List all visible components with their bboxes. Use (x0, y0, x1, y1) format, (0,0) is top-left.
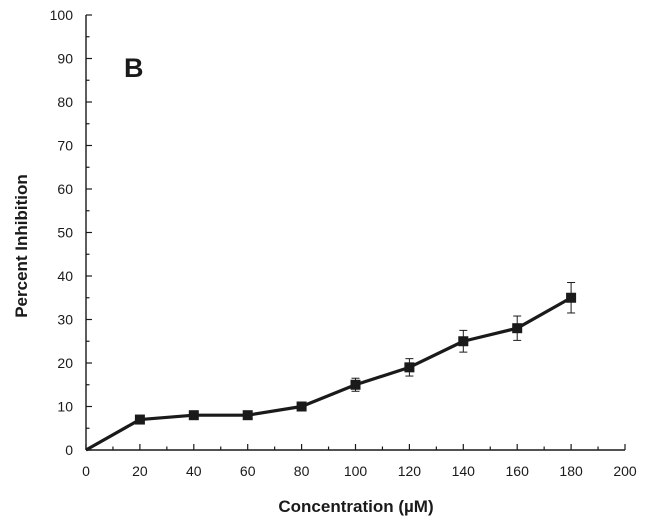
y-tick-label: 0 (65, 442, 73, 458)
x-axis-title: Concentration (µM) (278, 497, 433, 516)
x-tick-label: 0 (82, 463, 90, 479)
data-point (512, 323, 523, 334)
data-point (188, 410, 199, 421)
x-tick-label: 40 (186, 463, 202, 479)
panel-label: B (124, 53, 144, 83)
x-tick-label: 200 (613, 463, 637, 479)
y-tick-label: 20 (57, 355, 73, 371)
x-tick-label: 80 (294, 463, 310, 479)
data-point (350, 379, 361, 390)
x-tick-label: 100 (344, 463, 368, 479)
y-tick-label: 10 (57, 399, 73, 415)
y-tick-label: 30 (57, 312, 73, 328)
axes: 0 10 20 30 40 50 60 70 80 90 100 0 20 40 60 80 100 120 140… (50, 7, 637, 479)
y-tick-label: 40 (57, 268, 73, 284)
y-axis-title: Percent Inhibition (12, 174, 31, 318)
series-line (85, 296, 572, 452)
x-tick-label: 60 (240, 463, 256, 479)
data-point (404, 362, 415, 373)
x-tick-label: 120 (398, 463, 422, 479)
data-point (458, 336, 469, 347)
y-tick-label: 90 (57, 51, 73, 67)
x-tick-label: 20 (132, 463, 148, 479)
series-layer (85, 282, 577, 452)
y-tick-label: 50 (57, 225, 73, 241)
y-tick-label: 60 (57, 181, 73, 197)
data-point (296, 401, 307, 412)
x-tick-label: 160 (506, 463, 530, 479)
x-tick-label: 180 (559, 463, 583, 479)
y-tick-label: 80 (57, 94, 73, 110)
y-tick-label: 100 (50, 7, 74, 23)
y-tick-label: 70 (57, 138, 73, 154)
x-tick-label: 140 (452, 463, 476, 479)
data-point (242, 410, 253, 421)
data-point (134, 414, 145, 425)
data-point (566, 292, 577, 303)
